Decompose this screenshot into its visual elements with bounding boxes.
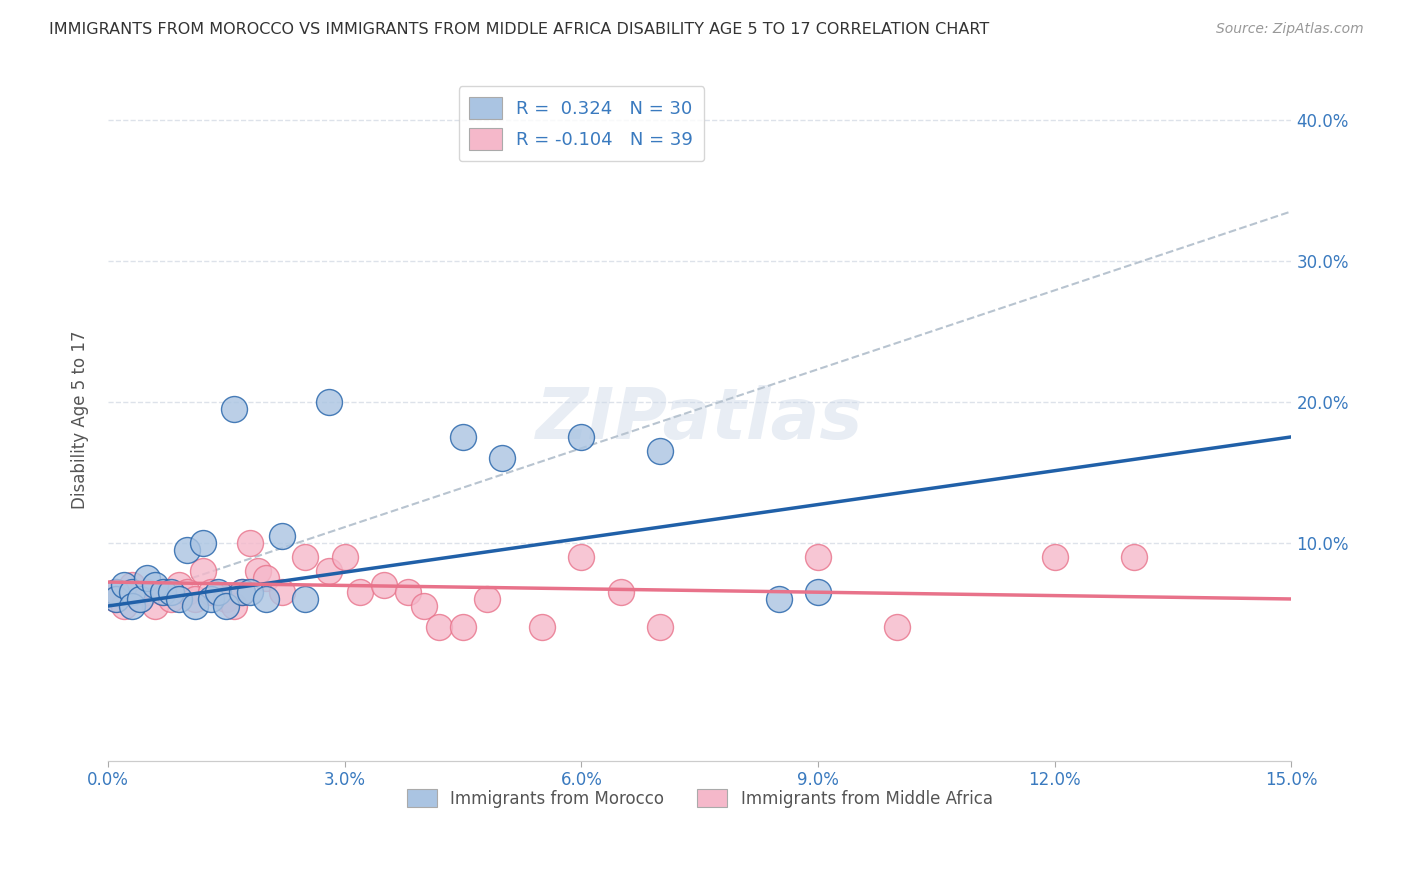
Point — [270, 585, 292, 599]
Point — [121, 585, 143, 599]
Point — [191, 564, 214, 578]
Point — [886, 620, 908, 634]
Point — [160, 592, 183, 607]
Point — [128, 592, 150, 607]
Point — [294, 592, 316, 607]
Point — [136, 571, 159, 585]
Point — [176, 585, 198, 599]
Point — [807, 549, 830, 564]
Point — [215, 592, 238, 607]
Point — [569, 549, 592, 564]
Point — [231, 585, 253, 599]
Y-axis label: Disability Age 5 to 17: Disability Age 5 to 17 — [72, 330, 89, 508]
Point — [1122, 549, 1144, 564]
Point — [768, 592, 790, 607]
Point — [1043, 549, 1066, 564]
Point — [427, 620, 450, 634]
Point — [143, 578, 166, 592]
Point — [239, 535, 262, 549]
Point — [396, 585, 419, 599]
Point — [650, 444, 672, 458]
Text: ZIPatlas: ZIPatlas — [536, 384, 863, 454]
Point — [215, 599, 238, 613]
Point — [176, 542, 198, 557]
Point — [807, 585, 830, 599]
Point — [294, 549, 316, 564]
Point — [136, 585, 159, 599]
Point — [121, 578, 143, 592]
Point — [128, 592, 150, 607]
Point — [152, 585, 174, 599]
Point — [373, 578, 395, 592]
Point — [104, 585, 127, 599]
Point — [530, 620, 553, 634]
Point — [167, 578, 190, 592]
Point — [333, 549, 356, 564]
Point — [451, 620, 474, 634]
Point — [412, 599, 434, 613]
Point — [160, 585, 183, 599]
Point — [475, 592, 498, 607]
Point — [104, 592, 127, 607]
Point — [610, 585, 633, 599]
Point — [318, 394, 340, 409]
Text: IMMIGRANTS FROM MOROCCO VS IMMIGRANTS FROM MIDDLE AFRICA DISABILITY AGE 5 TO 17 : IMMIGRANTS FROM MOROCCO VS IMMIGRANTS FR… — [49, 22, 990, 37]
Point — [200, 592, 222, 607]
Point — [143, 599, 166, 613]
Point — [224, 401, 246, 416]
Point — [224, 599, 246, 613]
Point — [349, 585, 371, 599]
Point — [231, 585, 253, 599]
Text: Source: ZipAtlas.com: Source: ZipAtlas.com — [1216, 22, 1364, 37]
Point — [200, 585, 222, 599]
Point — [254, 592, 277, 607]
Point — [254, 571, 277, 585]
Legend: Immigrants from Morocco, Immigrants from Middle Africa: Immigrants from Morocco, Immigrants from… — [401, 783, 1000, 814]
Point — [246, 564, 269, 578]
Point — [121, 599, 143, 613]
Point — [167, 592, 190, 607]
Point — [191, 535, 214, 549]
Point — [650, 620, 672, 634]
Point — [451, 430, 474, 444]
Point — [184, 599, 207, 613]
Point — [104, 585, 127, 599]
Point — [184, 592, 207, 607]
Point — [112, 599, 135, 613]
Point — [270, 528, 292, 542]
Point — [491, 450, 513, 465]
Point — [152, 585, 174, 599]
Point — [112, 578, 135, 592]
Point — [239, 585, 262, 599]
Point — [207, 585, 229, 599]
Point — [104, 592, 127, 607]
Point — [318, 564, 340, 578]
Point — [569, 430, 592, 444]
